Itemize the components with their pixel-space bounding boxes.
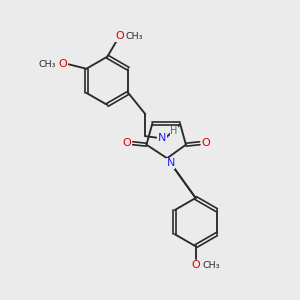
Text: CH₃: CH₃ — [38, 60, 56, 69]
Text: CH₃: CH₃ — [125, 32, 142, 40]
Text: CH₃: CH₃ — [202, 261, 220, 270]
Text: O: O — [191, 260, 200, 270]
Text: N: N — [167, 158, 175, 168]
Text: O: O — [122, 138, 131, 148]
Text: O: O — [115, 31, 124, 41]
Text: N: N — [158, 133, 166, 142]
Text: H: H — [170, 126, 178, 136]
Text: O: O — [201, 138, 210, 148]
Text: O: O — [59, 59, 68, 69]
